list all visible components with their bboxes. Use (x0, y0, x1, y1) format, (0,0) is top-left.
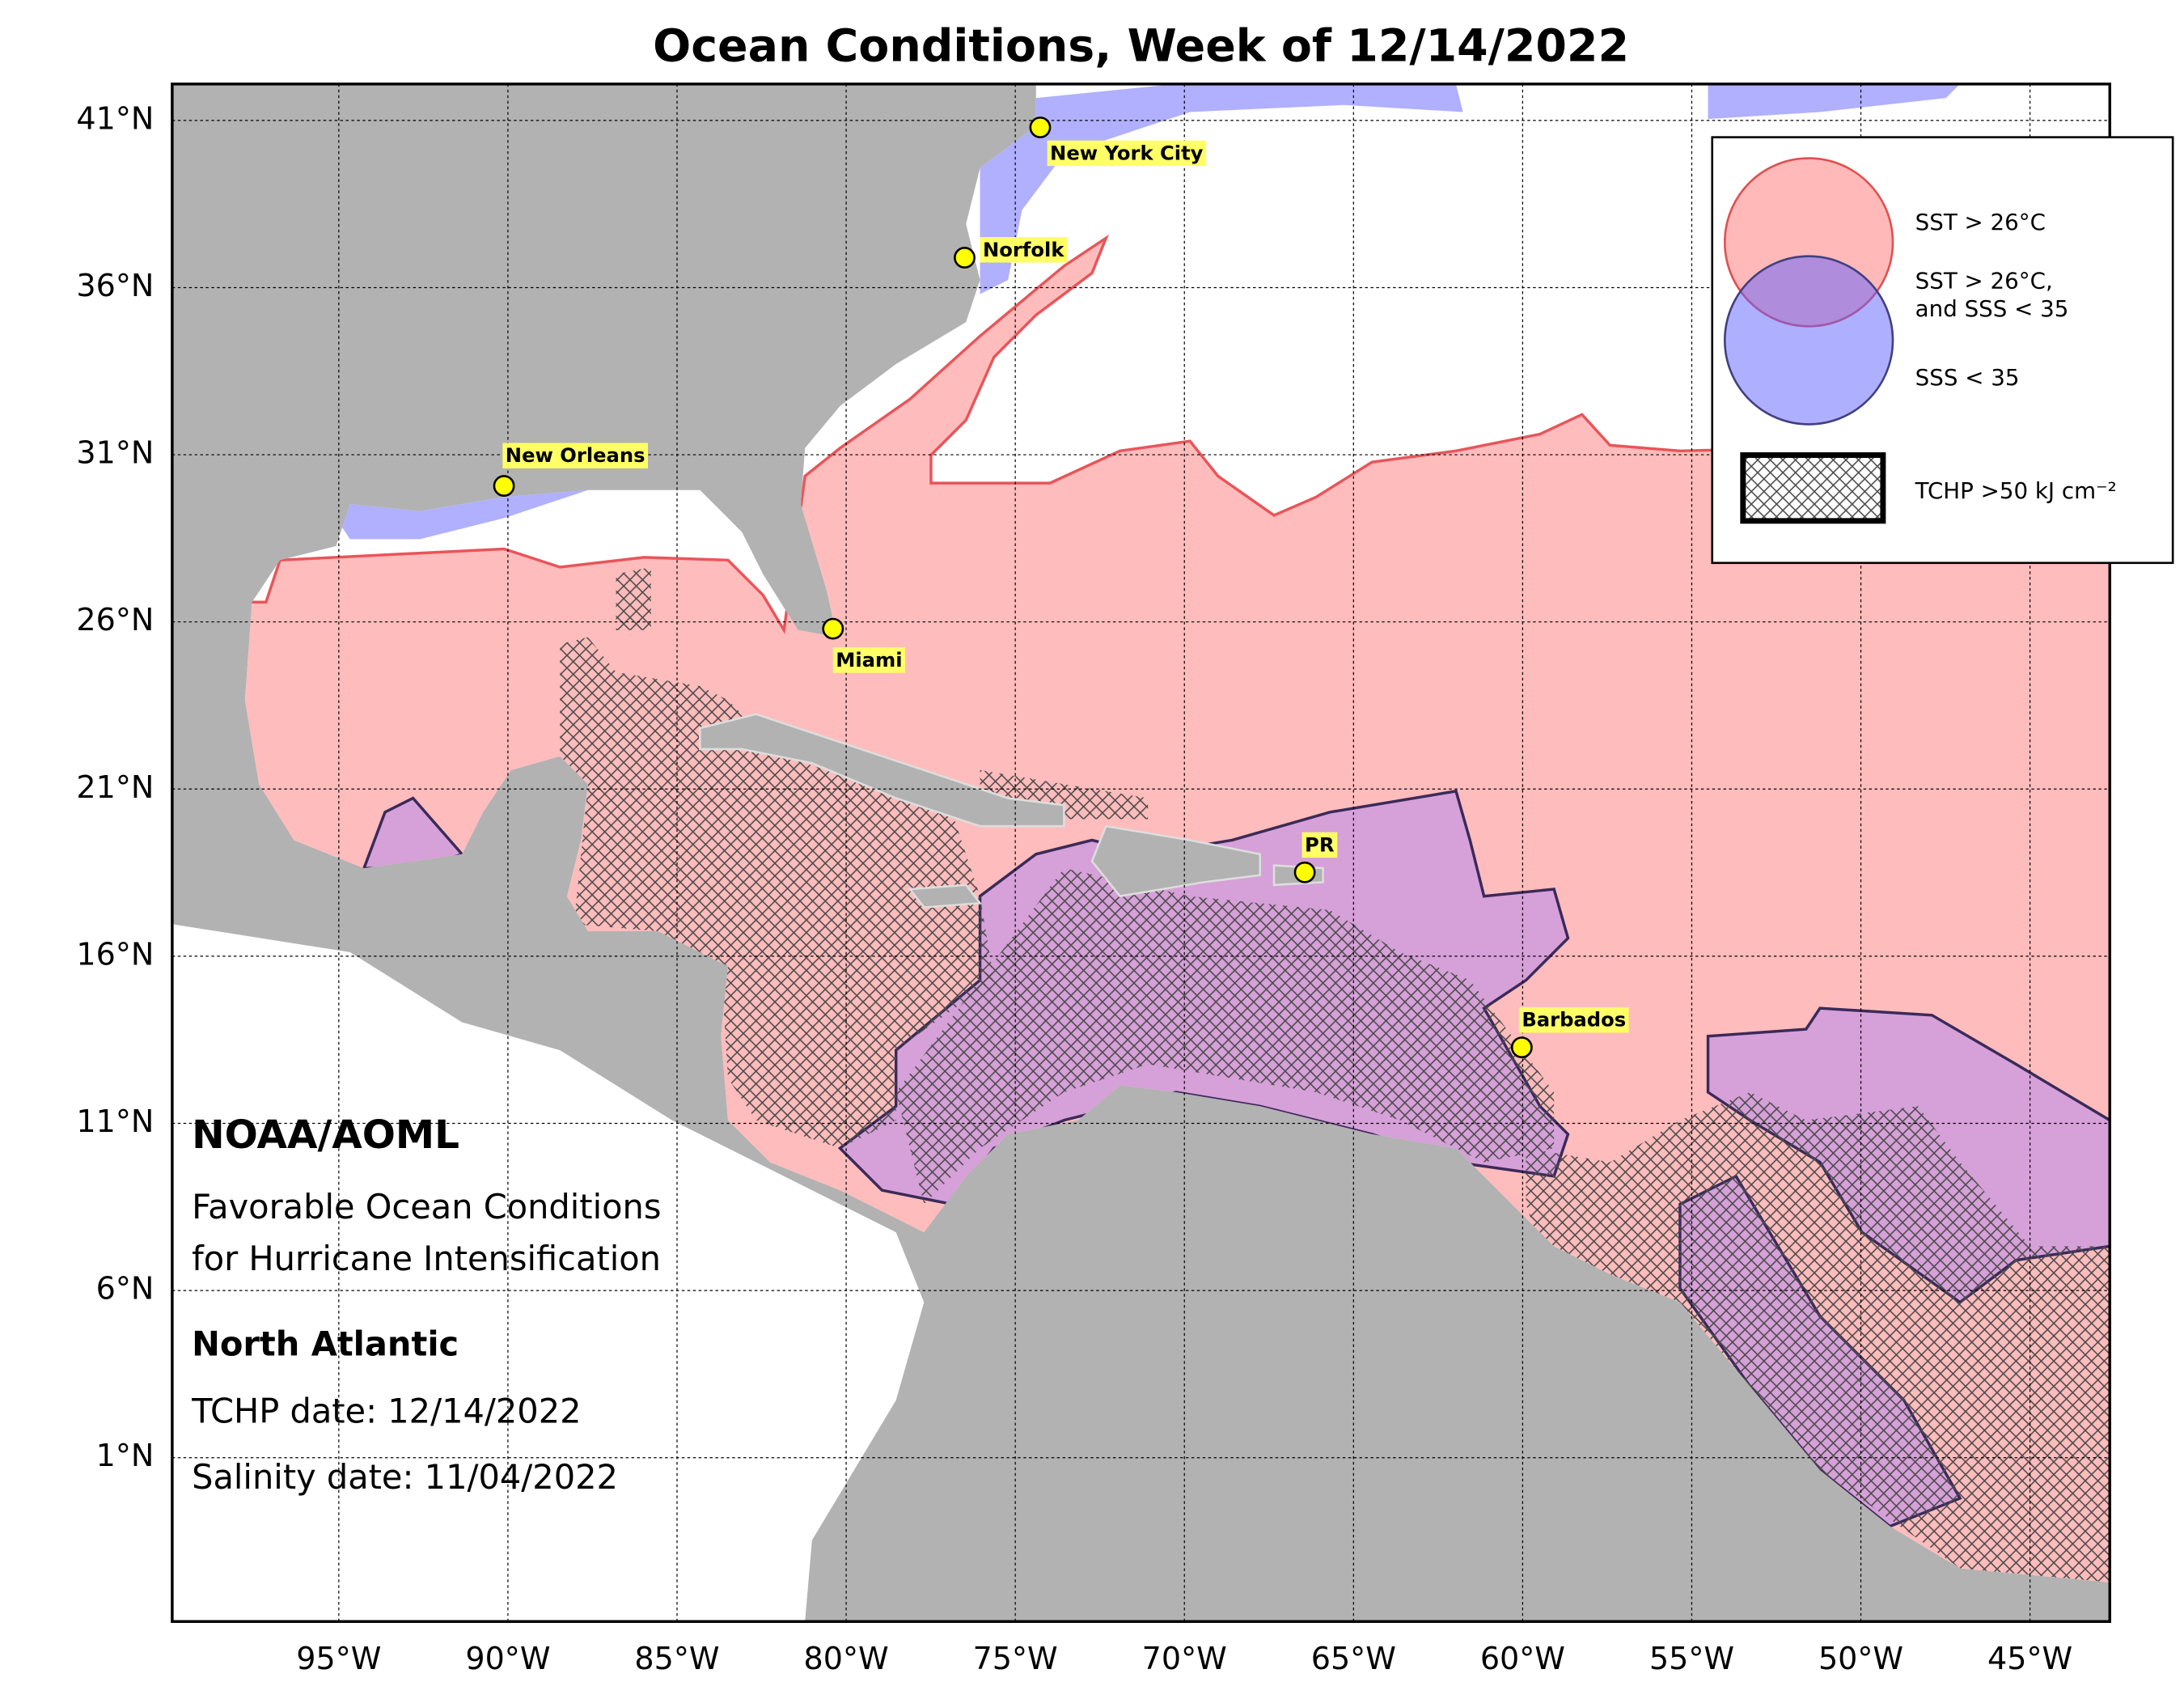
legend: SST > 26°C SST > 26°C, and SSS < 35 SSS … (1711, 136, 2174, 565)
lon-tick-label: 80°W (804, 1641, 889, 1676)
lat-tick-label: 21°N (76, 769, 154, 805)
pacific-ocean (171, 924, 925, 1622)
tchp-region (895, 868, 1555, 1205)
salinity-date: Salinity date: 11/04/2022 (192, 1457, 618, 1497)
ocean-layers (244, 83, 2110, 1582)
city-label: PR (1305, 833, 1335, 856)
city-label-bg (1518, 1007, 1629, 1033)
lon-tick-label: 95°W (296, 1641, 381, 1676)
city-marker (1029, 117, 1052, 138)
tchp-region (616, 566, 651, 630)
info-block: NOAA/AOML Favorable Ocean Conditions for… (191, 1112, 661, 1497)
city-label: Miami (836, 649, 902, 672)
city-marker (1293, 861, 1316, 883)
island (908, 883, 983, 909)
lon-tick-label: 60°W (1480, 1641, 1565, 1676)
tchp-date: TCHP date: 12/14/2022 (191, 1391, 581, 1430)
sss-region (1708, 83, 1961, 120)
island (699, 713, 1065, 828)
title: Ocean Conditions, Week of 12/14/2022 (653, 21, 1629, 73)
islands (699, 713, 1324, 909)
lat-tick-label: 41°N (76, 100, 154, 136)
city-label-bg (980, 237, 1068, 263)
lon-tick-label: 90°W (465, 1641, 550, 1676)
lat-tick-label: 1°N (96, 1438, 154, 1473)
lat-tick-label: 26°N (76, 602, 154, 638)
lon-tick-label: 70°W (1142, 1641, 1227, 1676)
legend-label: SST > 26°C, (1915, 268, 2053, 294)
cities: New York City Norfolk New Orleans Miami PR Ba… (493, 117, 1629, 1059)
legend-tchp-swatch (1740, 452, 1886, 524)
city-label-bg (1047, 140, 1207, 167)
legend-label: and SSS < 35 (1915, 295, 2069, 322)
legend-label: SST > 26°C (1915, 209, 2046, 235)
tick-labels: 41°N 36°N 31°N 26°N 21°N 16°N 11°N 6°N 1°N 95°W 90… (76, 100, 2072, 1676)
city-marker (954, 247, 976, 269)
region: North Atlantic (192, 1324, 459, 1363)
city-label: New York City (1050, 142, 1204, 164)
lat-tick-label: 16°N (76, 936, 154, 972)
lon-tick-label: 55°W (1649, 1641, 1734, 1676)
city-label: Norfolk (983, 239, 1064, 261)
lon-tick-label: 85°W (634, 1641, 719, 1676)
city-marker (822, 617, 844, 640)
lon-tick-label: 45°W (1987, 1641, 2072, 1676)
city-label-bg (1302, 832, 1338, 858)
org: NOAA/AOML (192, 1112, 459, 1158)
city-label-bg (832, 647, 906, 673)
city-label: Barbados (1522, 1009, 1626, 1032)
lon-tick-label: 50°W (1818, 1641, 1903, 1676)
lat-tick-label: 31°N (76, 435, 154, 471)
subtitle: for Hurricane Intensification (192, 1239, 661, 1278)
lat-tick-label: 6°N (96, 1271, 154, 1307)
tchp-region (560, 637, 994, 1149)
subtitle: Favorable Ocean Conditions (192, 1187, 661, 1227)
sss-region (980, 83, 1463, 294)
legend-sss-swatch (1724, 255, 1894, 426)
tchp-region (1526, 1092, 2110, 1582)
lon-tick-label: 65°W (1311, 1641, 1396, 1676)
lat-tick-label: 11°N (76, 1104, 154, 1139)
map-frame (171, 83, 2111, 1623)
legend-label: TCHP >50 kJ cm⁻² (1915, 477, 2117, 504)
island (1090, 824, 1261, 898)
lon-tick-label: 75°W (973, 1641, 1058, 1676)
city-label-bg (502, 443, 649, 468)
lat-tick-label: 36°N (76, 268, 154, 303)
city-marker (1510, 1036, 1533, 1059)
city-label: New Orleans (506, 444, 645, 467)
tchp-regions (560, 566, 2110, 1582)
legend-label: SSS < 35 (1915, 364, 2020, 391)
city-marker (493, 475, 515, 497)
